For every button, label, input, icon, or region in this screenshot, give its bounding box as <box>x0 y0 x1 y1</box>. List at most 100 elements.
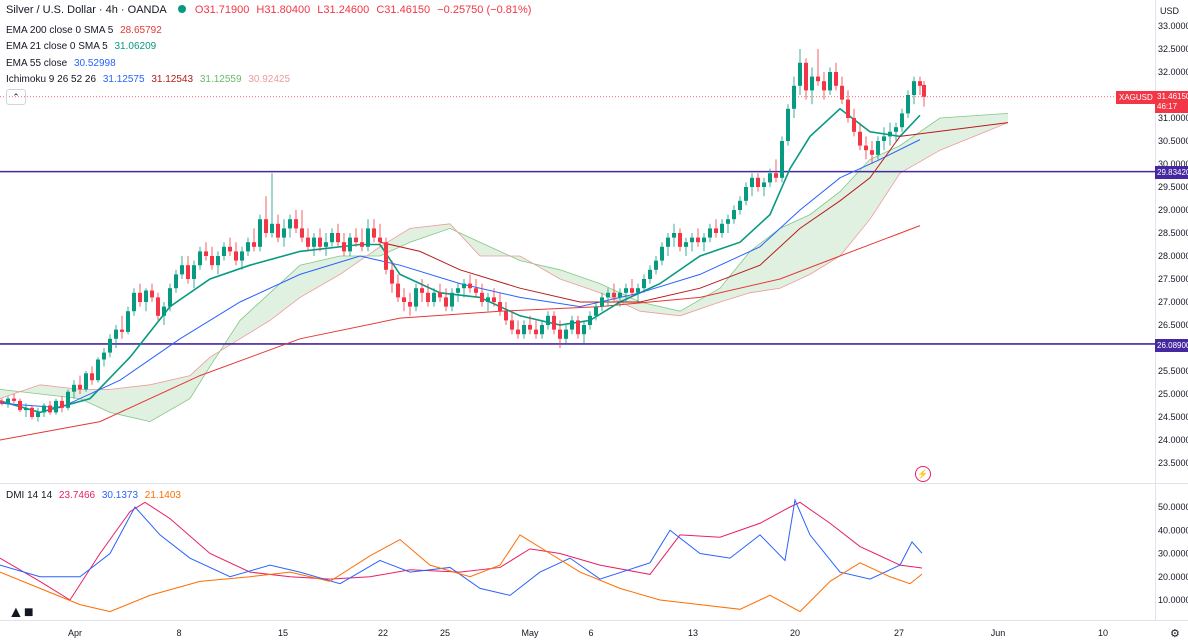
candle <box>816 49 820 86</box>
senkou-span-b <box>0 122 1009 399</box>
candle <box>900 108 904 132</box>
candle-body <box>24 407 28 411</box>
time-tick-label: 15 <box>278 628 288 638</box>
candle-body <box>162 306 166 316</box>
candle <box>42 403 46 417</box>
candle-body <box>504 311 508 321</box>
candle-body <box>126 311 130 332</box>
candle <box>72 380 76 399</box>
candle-body <box>522 325 526 335</box>
tradingview-logo[interactable]: ▲■ <box>8 604 34 622</box>
candle-body <box>846 99 850 118</box>
candle-body <box>246 242 250 252</box>
candle <box>264 196 268 238</box>
indicator-value: 31.12543 <box>151 74 194 85</box>
candle-body <box>342 242 346 252</box>
candle-body <box>294 219 298 229</box>
indicator-value: 30.92425 <box>248 74 291 85</box>
candle-body <box>456 288 460 293</box>
candle-body <box>606 292 610 298</box>
flash-icon[interactable]: ⚡ <box>915 466 931 482</box>
currency-label[interactable]: USD <box>1160 6 1180 16</box>
candle <box>354 228 358 247</box>
dmi-legend[interactable]: DMI 14 14 23.7466 30.1373 21.1403 <box>6 489 185 502</box>
symbol-legend: Silver / U.S. Dollar · 4h · OANDA O31.71… <box>6 4 535 17</box>
indicator-legend-ema21[interactable]: EMA 21 close 0 SMA 5 31.06209 <box>6 40 160 53</box>
candle-body <box>720 223 724 233</box>
candle-body <box>900 113 904 128</box>
candle <box>636 283 640 302</box>
indicator-name: Ichimoku 9 26 52 26 <box>6 74 97 85</box>
candle <box>768 168 772 187</box>
candle-body <box>744 187 748 201</box>
indicator-value: 31.12575 <box>102 74 145 85</box>
candle-body <box>348 237 352 252</box>
candle-body <box>672 233 676 238</box>
symbol-title[interactable]: Silver / U.S. Dollar · 4h · OANDA <box>6 4 167 16</box>
indicator-name: DMI 14 14 <box>6 490 53 501</box>
candle <box>552 311 556 335</box>
candle-body <box>408 302 412 307</box>
candle-body <box>108 338 112 353</box>
indicator-value: 28.65792 <box>120 25 162 36</box>
candle-body <box>696 237 700 243</box>
candle <box>420 279 424 302</box>
candle <box>702 233 706 252</box>
candle-body <box>42 405 46 413</box>
candle <box>534 320 538 339</box>
candle <box>252 228 256 252</box>
candle-body <box>876 141 880 155</box>
indicator-legend-ichimoku[interactable]: Ichimoku 9 26 52 26 31.12575 31.12543 31… <box>6 73 294 86</box>
candle <box>396 274 400 302</box>
candle <box>468 274 472 293</box>
indicator-legend-ema55[interactable]: EMA 55 close 30.52998 <box>6 57 120 70</box>
candle <box>84 371 88 392</box>
collapse-legend-button[interactable]: ⌃ <box>6 89 26 105</box>
candle <box>108 334 112 358</box>
candle-body <box>810 76 814 91</box>
price-tick-label: 28.5000 <box>1158 228 1188 238</box>
candle <box>198 246 202 270</box>
candle <box>126 306 130 335</box>
candle <box>294 210 298 233</box>
candle-body <box>594 306 598 316</box>
last-price-badge: 31.46150 46:17 <box>1155 91 1188 113</box>
indicator-legend-ema200[interactable]: EMA 200 close 0 SMA 5 28.65792 <box>6 24 166 37</box>
candle-body <box>474 288 478 293</box>
candle <box>630 279 634 298</box>
candle <box>90 366 94 385</box>
candle-body <box>558 329 562 339</box>
indicator-name: EMA 55 close <box>6 58 68 69</box>
settings-gear-icon[interactable]: ⚙ <box>1170 628 1180 640</box>
ichimoku-line <box>379 122 1009 303</box>
plus-di-line <box>0 498 923 596</box>
candle-body <box>36 412 40 417</box>
candle <box>474 279 478 298</box>
candle-body <box>714 228 718 233</box>
price-tick-label: 27.0000 <box>1158 297 1188 307</box>
candle-body <box>120 329 124 332</box>
candle <box>336 223 340 247</box>
candle <box>732 205 736 224</box>
candle-body <box>18 400 22 411</box>
senkou-span-a <box>0 113 1009 423</box>
candle <box>654 256 658 275</box>
candle <box>522 320 526 339</box>
candle-body <box>84 373 88 390</box>
candle-body <box>870 150 874 155</box>
candle <box>684 237 688 256</box>
candle-body <box>912 81 916 95</box>
candle <box>594 302 598 321</box>
candle-body <box>702 237 706 243</box>
candle <box>696 228 700 247</box>
change-value: −0.25750 (−0.81%) <box>437 4 532 16</box>
candle-body <box>360 242 364 247</box>
price-tick-label: 25.5000 <box>1158 366 1188 376</box>
candle <box>570 315 574 335</box>
candle <box>792 76 796 118</box>
candle <box>780 136 784 183</box>
candle <box>672 223 676 247</box>
price-tick-label: 23.5000 <box>1158 458 1188 468</box>
